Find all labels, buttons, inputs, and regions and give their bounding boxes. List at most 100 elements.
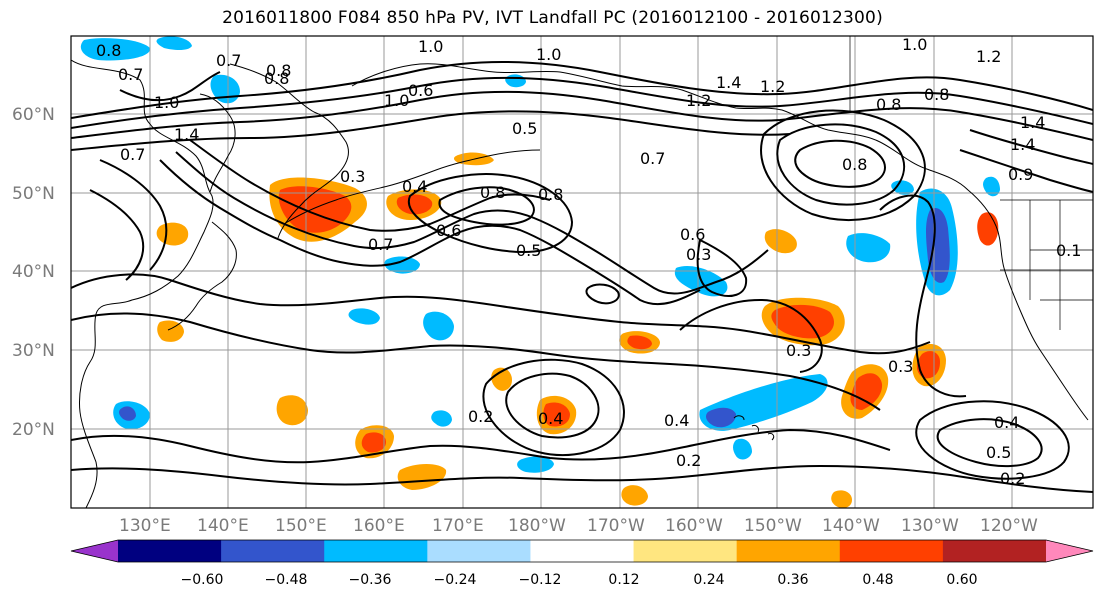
- shade-negative-20n-b: [431, 410, 452, 427]
- shade-negative-west-coast-core: [926, 208, 950, 283]
- clabel: 0.2: [676, 451, 701, 470]
- contour-ridge-1: [696, 238, 748, 297]
- contour-oval-35n: [585, 283, 620, 305]
- longitude-axis: 130°E 140°E 150°E 160°E 170°E 180°W 170°…: [119, 516, 1038, 536]
- shade-negative-40n-b: [384, 256, 420, 274]
- contour-gulf-arc: [679, 298, 823, 373]
- cb-tick: −0.12: [519, 572, 562, 588]
- clabel: 1.0: [902, 35, 927, 54]
- clabel: 0.4: [402, 177, 427, 196]
- cb-tick: −0.48: [265, 572, 308, 588]
- shade-positive-coast: [977, 212, 999, 246]
- clabel: 1.2: [976, 47, 1001, 66]
- lon-label: 160°W: [665, 516, 723, 536]
- contour-south-3: [71, 428, 891, 464]
- graticule: [71, 36, 1093, 508]
- contour-east-1: [959, 149, 1093, 193]
- contour-south-2: [71, 312, 881, 411]
- cb-tick: 0.60: [946, 572, 977, 588]
- shade-positive-aleutian-core: [396, 194, 433, 215]
- shade-negative-40n: [846, 233, 891, 263]
- coast-alaska: [351, 63, 1089, 421]
- clabel: 1.2: [760, 77, 785, 96]
- colorbar-segment: [942, 540, 1047, 562]
- colorbar-segment: [221, 540, 325, 562]
- contour-north-4: [71, 110, 791, 151]
- clabel: 1.0: [384, 91, 409, 110]
- shade-negative-china-core: [119, 406, 136, 421]
- contour-south-4: [71, 464, 1093, 493]
- contour-west-wave-2: [89, 189, 145, 281]
- clabel: 0.2: [468, 407, 493, 426]
- clabel: 0.7: [216, 51, 241, 70]
- contour-ridge-2: [879, 194, 967, 398]
- clabel: 1.0: [154, 93, 179, 112]
- lat-label: 30°N: [12, 341, 55, 361]
- clabel: 0.1: [1056, 241, 1081, 260]
- clabel: 0.8: [842, 155, 867, 174]
- cb-tick: −0.60: [181, 572, 224, 588]
- contour-loop-20n: [505, 372, 600, 439]
- border-us-states: [1000, 200, 1093, 330]
- borders: [849, 36, 1093, 330]
- clabel: 1.0: [418, 37, 443, 56]
- clabel: 0.6: [436, 221, 461, 240]
- clabel: 1.4: [1020, 113, 1045, 132]
- contour-north-1: [71, 60, 1093, 119]
- clabel: 0.8: [480, 183, 505, 202]
- colorbar-outline: [70, 539, 1094, 563]
- clabel: 0.8: [924, 85, 949, 104]
- clabel: 0.3: [340, 167, 365, 186]
- shade-positive-gulf-core: [771, 304, 834, 339]
- latitude-axis: 60°N 50°N 40°N 30°N 20°N: [12, 105, 55, 440]
- coast-hawaii: [733, 415, 775, 441]
- lon-label: 150°E: [275, 516, 327, 536]
- shade-negative-35n-b: [423, 311, 454, 341]
- cb-tick: 0.12: [608, 572, 639, 588]
- cb-tick: 0.24: [693, 572, 724, 588]
- shade-negative-15n-b: [733, 438, 752, 460]
- shade-positive-ryukyu: [276, 395, 308, 426]
- contour-trough-3: [189, 139, 551, 232]
- contour-west-wave-3: [99, 159, 168, 271]
- pv-shading: [80, 36, 1000, 508]
- shade-negative-canada: [983, 176, 1000, 197]
- contour-trough-2: [175, 151, 769, 295]
- colorbar-segment: [839, 540, 944, 562]
- map-title: 2016011800 F084 850 hPa PV, IVT Landfall…: [222, 8, 883, 28]
- clabel: 0.4: [664, 411, 689, 430]
- shade-positive-150e-20n-core: [361, 432, 386, 453]
- coast-asia: [71, 59, 214, 508]
- lat-label: 40°N: [12, 262, 55, 282]
- shade-positive-10n-c: [621, 485, 648, 506]
- clabel: 0.7: [120, 145, 145, 164]
- contour-loop-20n-2: [482, 358, 625, 456]
- colorbar-segment: [736, 540, 841, 562]
- shade-positive-180w-20n-core: [543, 402, 570, 427]
- shade-positive-10n-b: [831, 490, 852, 508]
- clabel: 0.9: [1008, 165, 1033, 184]
- clabel: 0.8: [538, 185, 563, 204]
- shade-negative-15n: [517, 456, 554, 473]
- shade-positive-subtropical-core: [850, 373, 883, 410]
- clabel: 0.7: [640, 149, 665, 168]
- coast-kamchatka: [229, 63, 349, 239]
- shade-positive-30n-core: [627, 335, 652, 350]
- lon-label: 160°E: [353, 516, 405, 536]
- clabel: 0.8: [96, 41, 121, 60]
- contour-low-ring: [407, 173, 574, 254]
- shade-negative-ne-russia-b: [156, 36, 192, 50]
- lon-label: 130°W: [901, 516, 959, 536]
- map-frame: [70, 35, 1094, 509]
- clabel: 0.4: [538, 409, 563, 428]
- clabel: 1.4: [1010, 135, 1035, 154]
- clabel: 1.4: [716, 73, 741, 92]
- clabel: 1.4: [174, 125, 199, 144]
- lon-label: 150°W: [744, 516, 802, 536]
- shade-positive-korea: [157, 320, 184, 342]
- colorbar-segment: [633, 540, 738, 562]
- colorbar-segment: [118, 540, 222, 562]
- clabel: 0.5: [516, 241, 541, 260]
- cb-tick: 0.36: [777, 572, 808, 588]
